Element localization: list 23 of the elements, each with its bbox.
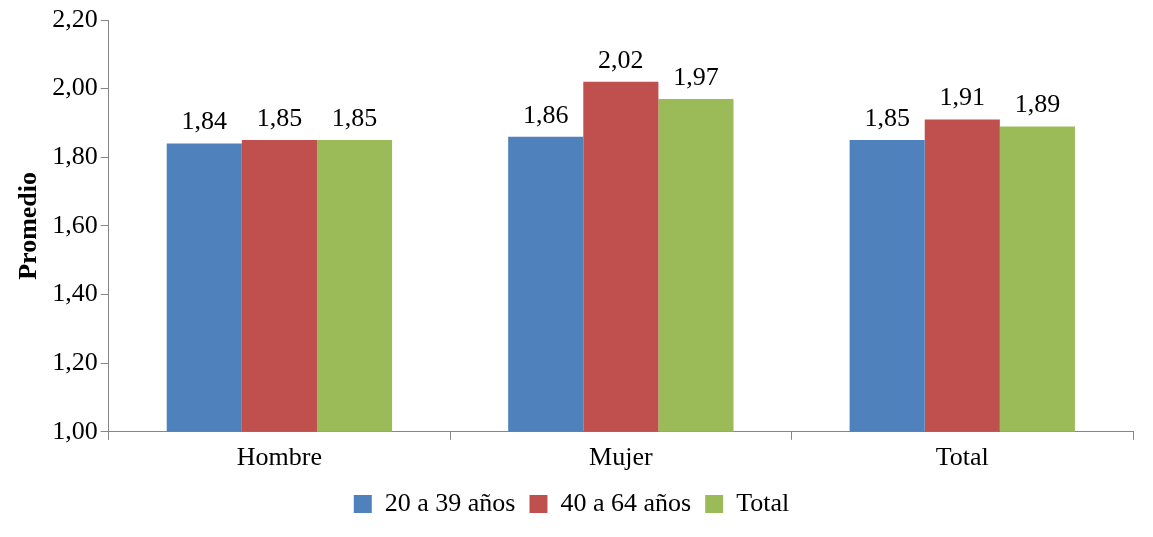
legend-label: 20 a 39 años (384, 487, 516, 517)
legend-label: Total (736, 487, 790, 517)
y-tick-label: 2,00 (52, 72, 98, 102)
y-tick-label: 2,20 (52, 3, 98, 33)
y-tick-label: 1,80 (52, 141, 98, 171)
data-label: 1,85 (864, 102, 910, 132)
y-tick-label: 1,60 (52, 209, 98, 239)
data-label: 1,97 (673, 61, 719, 91)
y-tick-label: 1,20 (52, 346, 98, 376)
data-label: 2,02 (598, 44, 644, 74)
x-tick-label: Mujer (589, 442, 653, 472)
data-label: 1,86 (522, 99, 569, 129)
data-label: 1,91 (939, 82, 986, 112)
data-label: 1,84 (181, 106, 228, 136)
data-label: 1,89 (1014, 89, 1061, 119)
y-tick-label: 1,40 (52, 278, 98, 308)
y-tick-label: 1,00 (52, 415, 98, 445)
x-tick-label: Hombre (236, 442, 323, 472)
y-axis-title: Promedio (13, 171, 43, 280)
data-label: 1,85 (256, 102, 303, 132)
legend-label: 40 a 64 años (560, 487, 692, 517)
x-tick-label: Total (935, 442, 989, 472)
data-label: 1,85 (331, 102, 378, 132)
